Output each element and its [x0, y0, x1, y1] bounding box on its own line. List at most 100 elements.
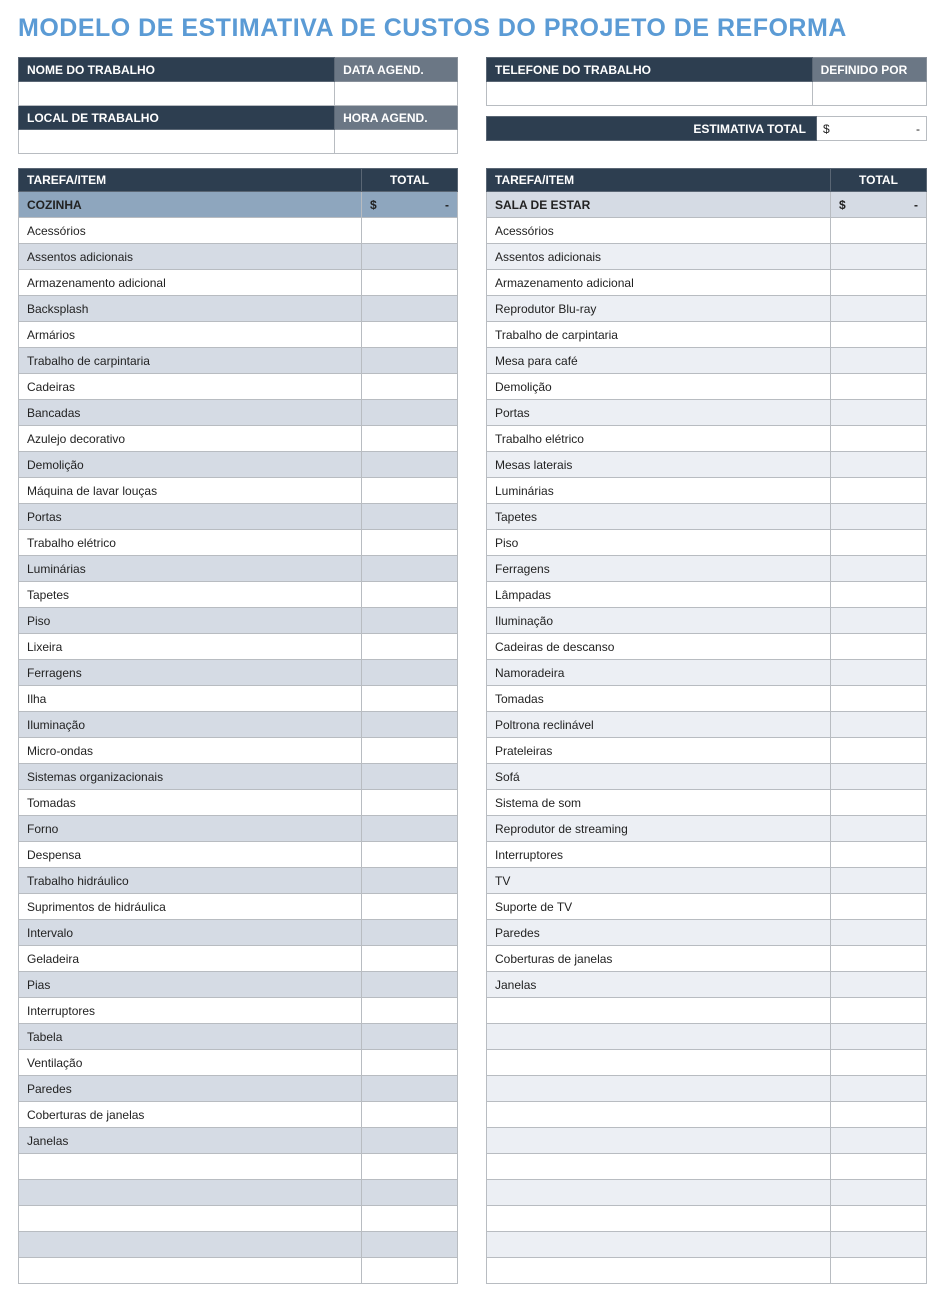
task-item-total[interactable]: [362, 1232, 458, 1258]
task-item-total[interactable]: [362, 218, 458, 244]
task-item-name[interactable]: Trabalho de carpintaria: [19, 348, 362, 374]
task-item-total[interactable]: [362, 790, 458, 816]
task-item-total[interactable]: [831, 1102, 927, 1128]
task-item-total[interactable]: [362, 1128, 458, 1154]
date-field[interactable]: [335, 82, 458, 106]
task-item-name[interactable]: Sistemas organizacionais: [19, 764, 362, 790]
task-item-total[interactable]: [362, 1076, 458, 1102]
task-item-name[interactable]: Suprimentos de hidráulica: [19, 894, 362, 920]
task-item-total[interactable]: [831, 790, 927, 816]
task-item-total[interactable]: [831, 452, 927, 478]
task-item-name[interactable]: Assentos adicionais: [19, 244, 362, 270]
task-item-name[interactable]: Portas: [487, 400, 831, 426]
task-item-total[interactable]: [831, 946, 927, 972]
task-item-name[interactable]: [19, 1258, 362, 1284]
task-item-total[interactable]: [362, 634, 458, 660]
task-item-total[interactable]: [831, 374, 927, 400]
task-item-name[interactable]: Armazenamento adicional: [487, 270, 831, 296]
task-item-name[interactable]: Lixeira: [19, 634, 362, 660]
task-item-name[interactable]: Intervalo: [19, 920, 362, 946]
phone-field[interactable]: [487, 82, 813, 106]
task-item-name[interactable]: Trabalho elétrico: [19, 530, 362, 556]
task-item-total[interactable]: [831, 322, 927, 348]
task-item-total[interactable]: [362, 244, 458, 270]
task-item-name[interactable]: Luminárias: [487, 478, 831, 504]
task-item-name[interactable]: Bancadas: [19, 400, 362, 426]
task-item-name[interactable]: Ferragens: [487, 556, 831, 582]
task-item-total[interactable]: [831, 712, 927, 738]
estimate-total-value[interactable]: $ -: [817, 117, 927, 141]
task-item-name[interactable]: Mesa para café: [487, 348, 831, 374]
task-item-name[interactable]: Coberturas de janelas: [19, 1102, 362, 1128]
section-total[interactable]: $-: [831, 192, 927, 218]
task-item-name[interactable]: Tapetes: [19, 582, 362, 608]
task-item-total[interactable]: [362, 1154, 458, 1180]
task-item-total[interactable]: [831, 634, 927, 660]
task-item-total[interactable]: [362, 868, 458, 894]
task-item-name[interactable]: Coberturas de janelas: [487, 946, 831, 972]
task-item-name[interactable]: Despensa: [19, 842, 362, 868]
task-item-name[interactable]: Luminárias: [19, 556, 362, 582]
task-item-name[interactable]: Interruptores: [487, 842, 831, 868]
task-item-name[interactable]: Acessórios: [487, 218, 831, 244]
job-name-field[interactable]: [19, 82, 335, 106]
task-item-total[interactable]: [831, 1180, 927, 1206]
task-item-name[interactable]: Tomadas: [487, 686, 831, 712]
task-item-total[interactable]: [831, 218, 927, 244]
task-item-total[interactable]: [362, 816, 458, 842]
task-item-total[interactable]: [831, 556, 927, 582]
task-item-total[interactable]: [831, 1024, 927, 1050]
task-item-total[interactable]: [831, 764, 927, 790]
task-item-name[interactable]: [487, 1232, 831, 1258]
task-item-name[interactable]: Micro-ondas: [19, 738, 362, 764]
task-item-name[interactable]: Armários: [19, 322, 362, 348]
task-item-name[interactable]: [487, 1128, 831, 1154]
task-item-name[interactable]: Ventilação: [19, 1050, 362, 1076]
task-item-total[interactable]: [362, 998, 458, 1024]
task-item-name[interactable]: Mesas laterais: [487, 452, 831, 478]
task-item-name[interactable]: Namoradeira: [487, 660, 831, 686]
task-item-name[interactable]: Interruptores: [19, 998, 362, 1024]
task-item-name[interactable]: Prateleiras: [487, 738, 831, 764]
task-item-total[interactable]: [831, 1258, 927, 1284]
task-item-name[interactable]: Iluminação: [19, 712, 362, 738]
task-item-total[interactable]: [362, 582, 458, 608]
task-item-name[interactable]: Reprodutor Blu-ray: [487, 296, 831, 322]
task-item-total[interactable]: [362, 296, 458, 322]
task-item-total[interactable]: [831, 348, 927, 374]
task-item-name[interactable]: Demolição: [19, 452, 362, 478]
time-field[interactable]: [335, 130, 458, 154]
task-item-name[interactable]: Demolição: [487, 374, 831, 400]
task-item-total[interactable]: [362, 1050, 458, 1076]
task-item-total[interactable]: [362, 894, 458, 920]
task-item-name[interactable]: [487, 1206, 831, 1232]
task-item-total[interactable]: [831, 1076, 927, 1102]
task-item-name[interactable]: [19, 1180, 362, 1206]
task-item-name[interactable]: Tabela: [19, 1024, 362, 1050]
task-item-name[interactable]: Suporte de TV: [487, 894, 831, 920]
task-item-total[interactable]: [362, 842, 458, 868]
task-item-total[interactable]: [362, 1102, 458, 1128]
task-item-total[interactable]: [831, 1050, 927, 1076]
task-item-total[interactable]: [362, 504, 458, 530]
task-item-name[interactable]: Azulejo decorativo: [19, 426, 362, 452]
task-item-total[interactable]: [362, 972, 458, 998]
task-item-name[interactable]: Tapetes: [487, 504, 831, 530]
task-item-total[interactable]: [362, 1258, 458, 1284]
task-item-name[interactable]: Paredes: [19, 1076, 362, 1102]
task-item-total[interactable]: [831, 686, 927, 712]
task-item-total[interactable]: [362, 608, 458, 634]
task-item-total[interactable]: [362, 946, 458, 972]
job-location-field[interactable]: [19, 130, 335, 154]
task-item-total[interactable]: [362, 478, 458, 504]
task-item-name[interactable]: Ilha: [19, 686, 362, 712]
task-item-name[interactable]: Backsplash: [19, 296, 362, 322]
task-item-total[interactable]: [362, 530, 458, 556]
task-item-name[interactable]: Paredes: [487, 920, 831, 946]
task-item-name[interactable]: Armazenamento adicional: [19, 270, 362, 296]
task-item-name[interactable]: Janelas: [19, 1128, 362, 1154]
task-item-name[interactable]: Piso: [19, 608, 362, 634]
task-item-total[interactable]: [362, 686, 458, 712]
task-item-name[interactable]: Iluminação: [487, 608, 831, 634]
defined-by-field[interactable]: [812, 82, 926, 106]
